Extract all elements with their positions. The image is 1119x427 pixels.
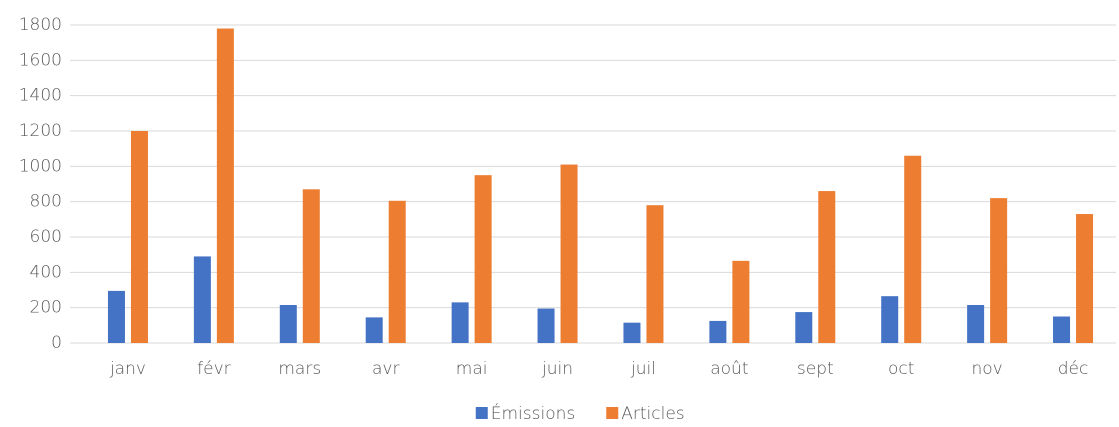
- legend-swatch: [606, 407, 619, 419]
- bar: [904, 155, 922, 343]
- bar: [560, 164, 578, 343]
- bar: [818, 191, 836, 343]
- bar: [302, 189, 320, 343]
- bar: [623, 322, 641, 343]
- y-tick-label: 1800: [19, 15, 62, 35]
- x-tick-label: sept: [797, 359, 834, 379]
- bar: [537, 308, 555, 343]
- bar: [388, 200, 406, 343]
- x-tick-label: avr: [372, 359, 399, 379]
- bar: [1053, 316, 1071, 343]
- y-tick-label: 1600: [19, 50, 62, 70]
- bar: [451, 302, 469, 343]
- bar: [709, 320, 727, 343]
- bar: [216, 28, 234, 344]
- bar: [474, 175, 492, 343]
- bar: [646, 205, 664, 343]
- bar: [130, 131, 148, 343]
- x-tick-label: mars: [278, 359, 321, 379]
- x-tick-label: oct: [888, 359, 914, 379]
- x-tick-label: nov: [972, 359, 1003, 379]
- bar: [795, 312, 813, 343]
- legend-label: Émissions: [491, 402, 576, 424]
- y-tick-label: 1000: [19, 156, 62, 176]
- x-tick-label: déc: [1058, 359, 1089, 379]
- bar: [732, 260, 750, 343]
- bar: [967, 305, 985, 343]
- x-tick-label: août: [710, 359, 748, 379]
- y-tick-label: 400: [30, 262, 62, 282]
- bar: [990, 198, 1008, 343]
- x-tick-label: juin: [541, 359, 573, 379]
- y-tick-label: 200: [30, 298, 62, 318]
- y-tick-label: 600: [30, 227, 62, 247]
- x-tick-label: févr: [197, 359, 231, 379]
- y-tick-label: 0: [51, 333, 62, 353]
- bar: [365, 317, 383, 343]
- legend-label: Articles: [621, 404, 684, 424]
- y-tick-label: 1200: [19, 121, 62, 141]
- y-tick-label: 1400: [19, 86, 62, 106]
- x-tick-label: janv: [109, 359, 146, 379]
- x-tick-label: mai: [456, 359, 488, 379]
- bar: [881, 296, 899, 343]
- legend-swatch: [475, 407, 488, 419]
- bar: [193, 256, 211, 343]
- x-tick-label: juil: [630, 359, 656, 379]
- bar: [279, 305, 297, 343]
- y-tick-label: 800: [30, 192, 62, 212]
- bar: [1076, 214, 1094, 343]
- bar: [107, 290, 125, 343]
